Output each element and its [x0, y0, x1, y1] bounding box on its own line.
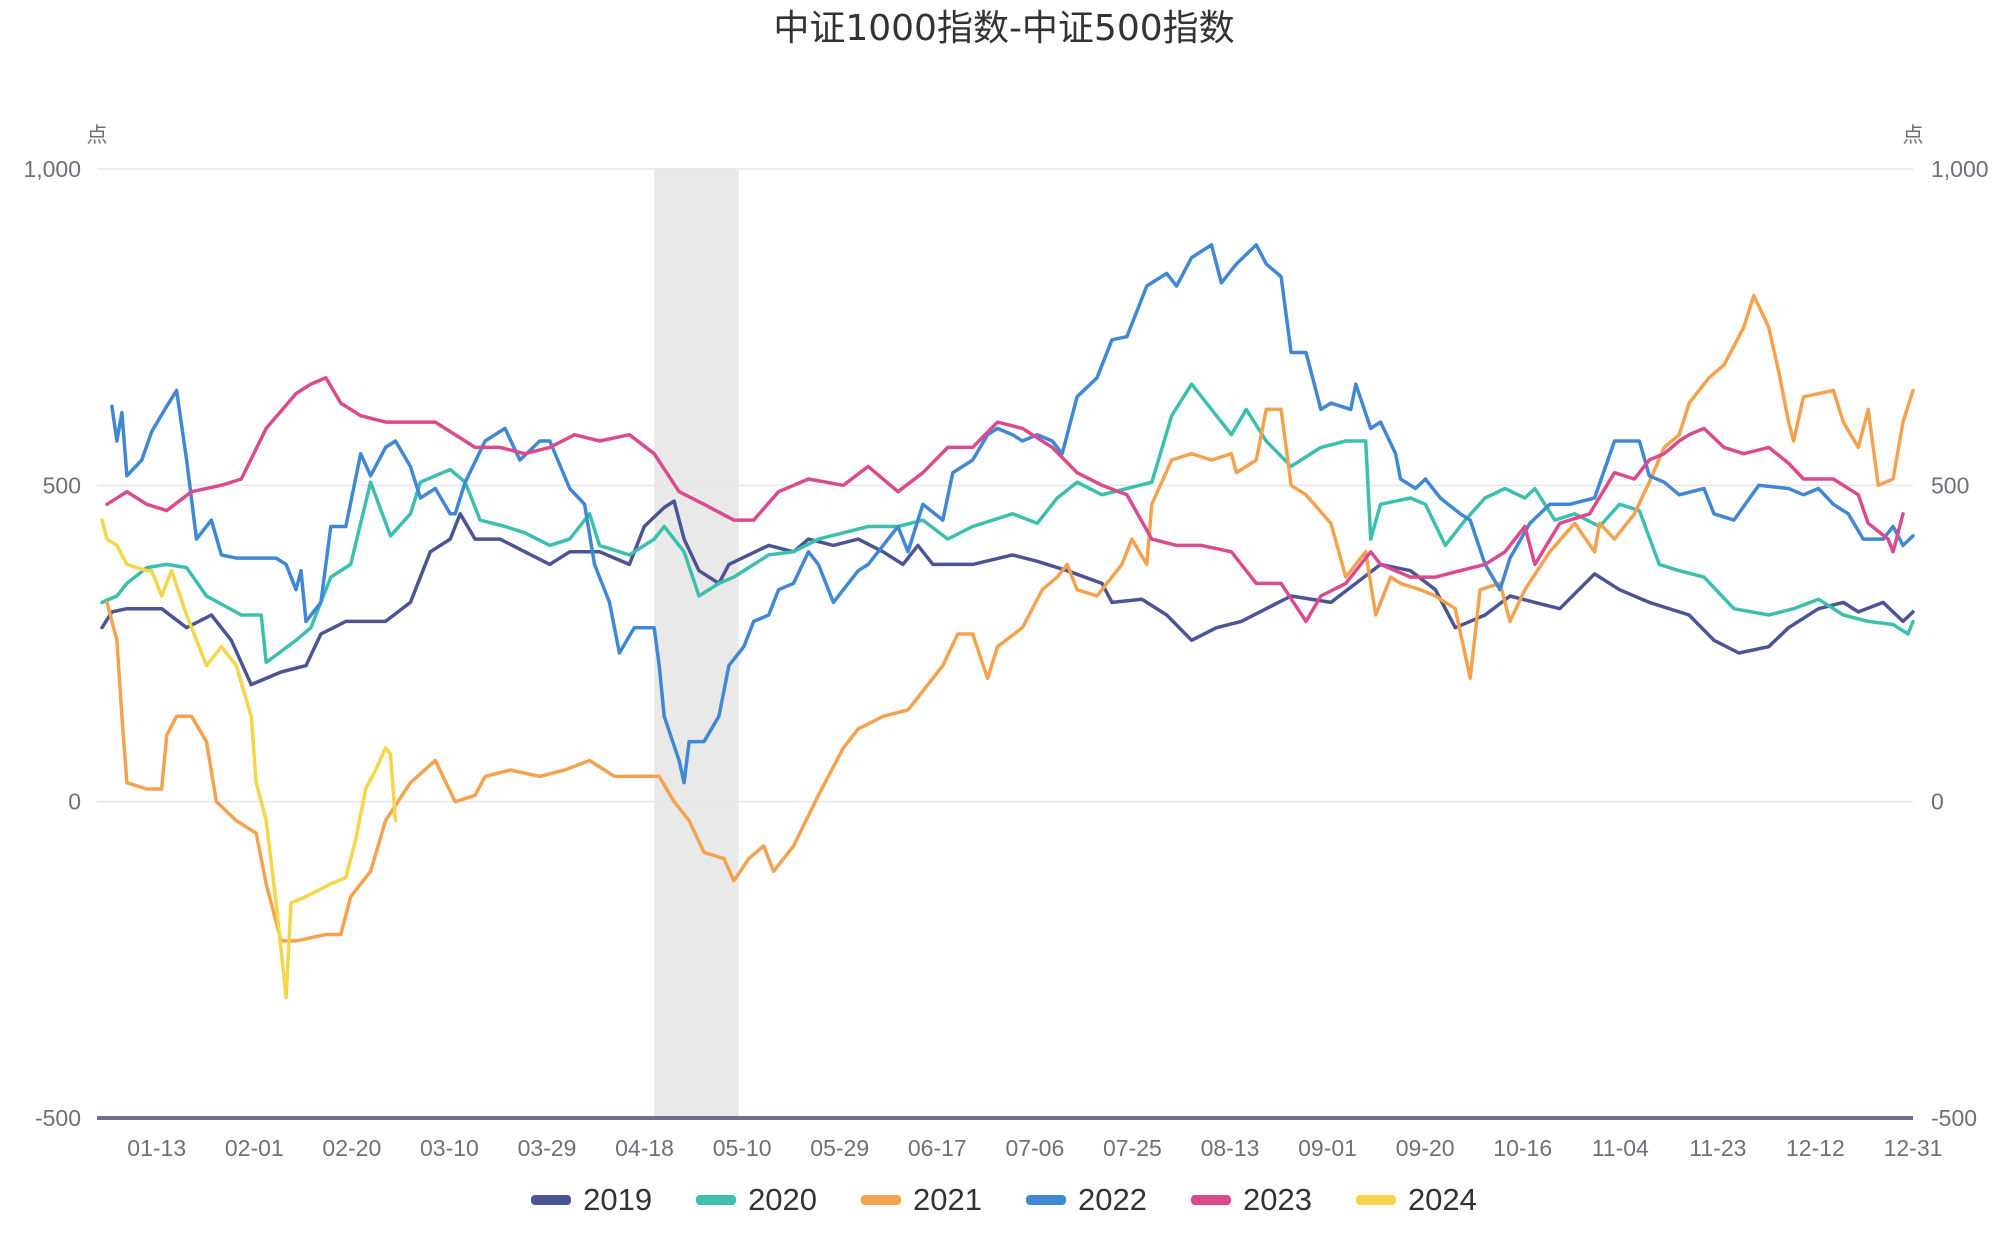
y-axis-unit-right: 点 — [1903, 123, 1924, 147]
y-tick-label-right: -500 — [1931, 1105, 1977, 1131]
legend-label: 2024 — [1407, 1182, 1477, 1217]
legend-swatch-icon — [1190, 1195, 1231, 1205]
legend-item-2019[interactable]: 2019 — [531, 1182, 652, 1218]
legend-item-2022[interactable]: 2022 — [1026, 1182, 1147, 1218]
legend-swatch-icon — [1355, 1195, 1396, 1205]
x-tick-label: 09-20 — [1396, 1135, 1455, 1161]
x-tick-label: 11-04 — [1592, 1135, 1649, 1161]
x-tick-label: 04-18 — [615, 1135, 674, 1161]
x-tick-label: 07-06 — [1005, 1135, 1064, 1161]
y-tick-label-left: -500 — [35, 1105, 81, 1131]
legend-item-2023[interactable]: 2023 — [1190, 1182, 1312, 1218]
x-tick-label: 12-12 — [1786, 1135, 1845, 1161]
x-tick-label: 02-20 — [322, 1135, 381, 1161]
x-tick-label: 05-10 — [713, 1135, 772, 1161]
x-tick-label: 06-17 — [908, 1135, 967, 1161]
legend-label: 2019 — [583, 1182, 653, 1217]
legend: 2019 2020 2021 2022 2023 2024 — [0, 1182, 2008, 1218]
x-tick-label: 07-25 — [1103, 1135, 1162, 1161]
series-line-2023 — [105, 376, 1905, 624]
series-line-2022 — [110, 243, 1915, 785]
legend-label: 2020 — [748, 1182, 818, 1217]
x-tick-label: 01-13 — [127, 1135, 186, 1161]
highlight-band — [654, 169, 739, 1118]
x-tick-label: 08-13 — [1201, 1135, 1260, 1161]
legend-label: 2022 — [1078, 1182, 1147, 1217]
y-tick-label-left: 0 — [68, 789, 81, 815]
y-tick-label-right: 0 — [1931, 789, 1944, 815]
x-tick-label: 05-29 — [810, 1135, 869, 1161]
series-line-2019 — [100, 499, 1915, 687]
x-tick-label: 09-01 — [1298, 1135, 1357, 1161]
y-tick-label-right: 1,000 — [1931, 156, 1989, 182]
x-tick-label: 03-29 — [518, 1135, 577, 1161]
legend-item-2021[interactable]: 2021 — [861, 1182, 982, 1218]
x-tick-label: 11-23 — [1689, 1135, 1746, 1161]
chart-title: 中证1000指数-中证500指数 — [773, 8, 1234, 49]
x-tick-label: 02-01 — [225, 1135, 284, 1161]
series-line-2024 — [100, 518, 398, 1000]
legend-item-2024[interactable]: 2024 — [1355, 1182, 1477, 1218]
y-tick-label-left: 500 — [43, 472, 81, 498]
legend-swatch-icon — [696, 1195, 737, 1205]
x-tick-label: 10-16 — [1493, 1135, 1552, 1161]
legend-swatch-icon — [861, 1195, 902, 1205]
x-tick-label: 03-10 — [420, 1135, 479, 1161]
legend-label: 2023 — [1242, 1182, 1312, 1217]
series-line-2020 — [100, 382, 1915, 665]
y-tick-label-right: 500 — [1931, 472, 1969, 498]
series-line-2021 — [105, 293, 1915, 943]
legend-swatch-icon — [531, 1195, 572, 1205]
legend-swatch-icon — [1026, 1195, 1066, 1205]
y-tick-label-left: 1,000 — [23, 156, 81, 182]
x-tick-label: 12-31 — [1884, 1135, 1943, 1161]
legend-label: 2021 — [913, 1182, 982, 1217]
legend-item-2020[interactable]: 2020 — [696, 1182, 817, 1218]
y-axis-unit-left: 点 — [87, 123, 108, 147]
